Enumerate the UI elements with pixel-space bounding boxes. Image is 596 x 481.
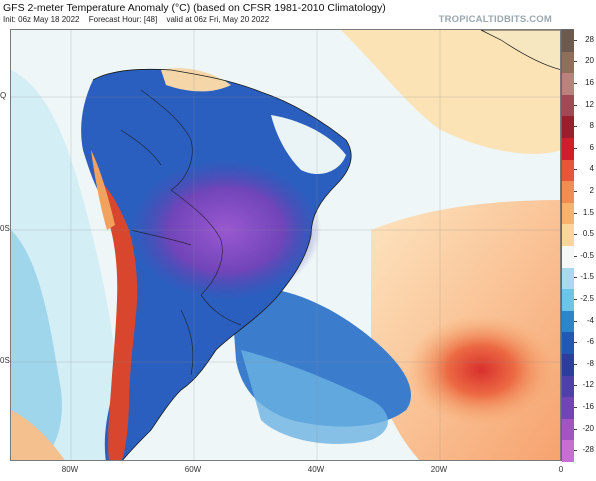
colorbar-label: 6 — [589, 142, 594, 152]
colorbar-segment — [562, 375, 574, 398]
colorbar-tick — [574, 255, 577, 257]
colorbar-segment — [562, 51, 574, 74]
map-subtitle: Init: 06z May 18 2022 Forecast Hour: [48… — [3, 15, 269, 25]
colorbar-tick — [574, 234, 577, 236]
colorbar-label: -20 — [582, 423, 594, 433]
colorbar-segment — [562, 159, 574, 182]
colorbar-segment — [562, 289, 574, 311]
forecast-hour: Forecast Hour: [48] — [88, 15, 158, 24]
colorbar-tick — [574, 61, 577, 63]
lon-label-20w: 20W — [430, 465, 448, 474]
colorbar-tick — [574, 450, 577, 452]
colorbar-label: -6 — [586, 337, 594, 347]
colorbar-segment — [562, 116, 574, 138]
south-pacific-warm — [11, 410, 65, 460]
africa-corner — [480, 30, 560, 70]
colorbar-label: -8 — [586, 358, 594, 368]
colorbar-label: 0.5 — [582, 229, 594, 239]
hot-anomaly-core — [406, 315, 556, 425]
colorbar-ticks — [574, 29, 577, 461]
colorbar-label: 2 — [589, 186, 594, 195]
lat-label-mid: 0S — [0, 225, 10, 233]
colorbar-tick — [574, 39, 577, 41]
colorbar-tick — [574, 407, 577, 408]
colorbar-tick — [574, 83, 577, 84]
colorbar-segment — [562, 267, 574, 290]
brand-watermark: TROPICALTIDBITS.COM — [438, 14, 552, 25]
colorbar-label: 28 — [585, 34, 594, 44]
init-time: Init: 06z May 18 2022 — [3, 15, 80, 24]
colorbar-tick — [574, 342, 577, 344]
lon-label-0: 0 — [558, 465, 564, 474]
lat-label-equator: Q — [0, 92, 7, 100]
colorbar-label: -12 — [582, 380, 594, 390]
colorbar-label: -2.5 — [580, 294, 594, 303]
colorbar-label: 12 — [585, 99, 594, 109]
colorbar-label: 4 — [589, 164, 594, 174]
colorbar-tick — [574, 363, 577, 365]
colorbar — [561, 29, 574, 462]
andes-orange-edge — [91, 150, 115, 230]
colorbar-label: 1.5 — [582, 207, 594, 217]
colorbar-tick — [574, 320, 577, 322]
colorbar-label: 8 — [589, 121, 594, 131]
colorbar-segment — [562, 353, 574, 376]
chart-header: GFS 2-meter Temperature Anomaly (°C) (ba… — [0, 0, 596, 28]
colorbar-segment — [562, 202, 574, 225]
colorbar-segment — [562, 73, 574, 95]
lon-label-40w: 40W — [307, 465, 325, 474]
colorbar-segment — [562, 224, 574, 246]
colorbar-tick — [574, 104, 577, 106]
colorbar-segment — [562, 332, 574, 354]
colorbar-labels: 28 20 16 12 8 6 4 2 1.5 0.5 -0.5 -1.5 -2.5 -4 -6 -8 -12 -… — [574, 29, 596, 461]
lat-label-south: 0S — [0, 357, 10, 365]
colorbar-segment — [562, 181, 574, 203]
colorbar-label: -1.5 — [580, 272, 594, 282]
colorbar-segment — [562, 397, 574, 419]
lon-label-60w: 60W — [184, 465, 202, 474]
graticule — [11, 30, 560, 460]
andes-warm-strip — [99, 180, 138, 460]
colorbar-segment — [562, 310, 574, 333]
map-svg — [11, 30, 560, 460]
colorbar-label: -0.5 — [580, 250, 594, 260]
colorbar-tick — [574, 299, 577, 300]
colorbar-tick — [574, 191, 577, 192]
coastline — [92, 68, 352, 460]
atlantic-cold-edge — [241, 350, 388, 444]
colorbar-tick — [574, 147, 577, 149]
colorbar-tick — [574, 126, 577, 128]
north-atlantic-warm — [341, 30, 560, 154]
colorbar-tick — [574, 385, 577, 387]
pacific-cool-patch — [11, 230, 62, 460]
lon-label-80w: 80W — [61, 465, 79, 474]
colorbar-label: 20 — [585, 56, 594, 66]
north-coast-warm — [161, 68, 231, 92]
map-title: GFS 2-meter Temperature Anomaly (°C) (ba… — [3, 2, 386, 14]
colorbar-segment — [562, 30, 574, 52]
colorbar-label: -28 — [582, 445, 594, 455]
colorbar-segment — [562, 94, 574, 117]
colorbar-tick — [574, 428, 577, 430]
colorbar-tick — [574, 212, 577, 214]
colorbar-label: -4 — [586, 315, 594, 325]
temperature-anomaly-map — [10, 29, 561, 461]
colorbar-tick — [574, 169, 577, 171]
colorbar-segment — [562, 137, 574, 160]
colorbar-segment — [562, 440, 574, 462]
colorbar-label: -16 — [582, 402, 594, 411]
colorbar-segment — [562, 245, 574, 268]
colorbar-segment — [562, 418, 574, 441]
valid-time: valid at 06z Fri, May 20 2022 — [166, 15, 270, 24]
colorbar-tick — [574, 277, 577, 279]
northeast-brazil-warm — [271, 115, 346, 175]
country-borders — [120, 89, 242, 376]
colorbar-label: 16 — [585, 78, 594, 87]
